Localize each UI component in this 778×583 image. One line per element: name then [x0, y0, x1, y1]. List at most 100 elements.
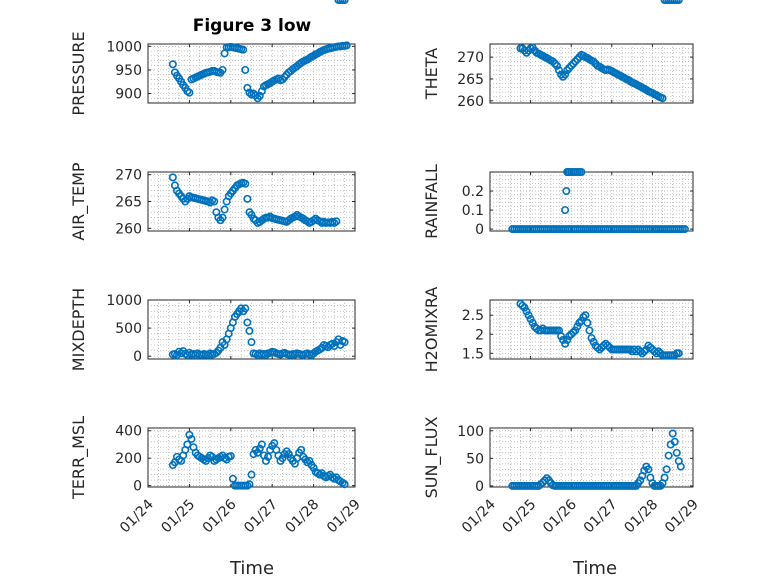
y-tick-label: 50 — [466, 451, 484, 467]
axes-rainfall — [489, 171, 694, 232]
data-point — [228, 474, 237, 483]
data-point — [658, 94, 667, 103]
data-point — [662, 465, 671, 474]
data-point — [561, 206, 570, 215]
y-axis-label-terr_msl: TERR_MSL — [69, 416, 89, 500]
subplot-rainfall: 0 0.1 0.2 RAINFALL — [422, 164, 694, 239]
data-point — [185, 430, 194, 439]
axes-air_temp — [147, 171, 356, 232]
y-tick-label: 100 — [457, 424, 484, 440]
data-point — [676, 462, 685, 471]
y-tick-label: 265 — [457, 72, 484, 88]
x-axis-label-left: Time — [229, 558, 274, 579]
data-point — [342, 41, 351, 50]
data-point — [340, 480, 349, 489]
y-tick-label: 1000 — [106, 293, 142, 309]
y-axis-label-rainfall: RAINFALL — [422, 164, 441, 239]
data-point — [518, 301, 527, 310]
data-point — [668, 429, 677, 438]
data-point — [581, 311, 590, 320]
data-point — [579, 313, 588, 322]
data-point — [249, 450, 258, 459]
data-point — [573, 55, 582, 64]
data-point — [565, 64, 574, 73]
data-point — [585, 326, 594, 335]
data-point — [185, 88, 194, 97]
data-point — [297, 445, 306, 454]
data-point — [210, 197, 219, 206]
data-point — [226, 452, 235, 461]
subplot-h2omixra: 1.5 2 2.5 H2OMIXRA — [422, 287, 694, 372]
data-point — [542, 474, 551, 483]
y-tick-label: 2.5 — [462, 308, 484, 324]
x-axis-label-right: Time — [572, 558, 617, 579]
data-point — [644, 465, 653, 474]
y-tick-label: 0 — [133, 479, 142, 495]
y-tick-label: 2 — [475, 327, 484, 343]
data-point — [550, 59, 559, 68]
data-point — [577, 168, 586, 177]
subplot-pressure: 900 950 1000 PRESSURE — [69, 31, 356, 116]
axes-sun_flux — [489, 427, 694, 488]
data-point — [168, 60, 177, 69]
figure-title: Figure 3 low — [193, 16, 312, 36]
data-point — [305, 456, 314, 465]
y-tick-label: 0 — [133, 349, 142, 365]
data-point — [552, 61, 561, 70]
data-point — [589, 57, 598, 66]
data-point — [674, 349, 683, 358]
data-point — [220, 205, 229, 214]
data-point — [247, 470, 256, 479]
y-tick-label: 500 — [115, 321, 142, 337]
y-tick-label: 0.2 — [462, 184, 484, 200]
data-point — [583, 318, 592, 327]
data-point — [567, 61, 576, 70]
data-point — [243, 318, 252, 327]
data-point — [548, 57, 557, 66]
data-point — [241, 304, 250, 313]
data-point — [239, 45, 248, 54]
subplot-mixdepth: 0 500 1000 MIXDEPTH — [69, 288, 356, 371]
y-axis-label-theta: THETA — [422, 48, 441, 100]
data-point — [206, 198, 215, 207]
y-tick-label: 950 — [115, 63, 142, 79]
data-point — [261, 456, 270, 465]
y-tick-label: 0 — [475, 479, 484, 495]
data-point — [563, 66, 572, 75]
data-point — [680, 225, 689, 234]
data-point — [660, 473, 669, 482]
data-point — [332, 217, 341, 226]
data-point — [168, 173, 177, 182]
data-point — [284, 450, 293, 459]
subplot-air_temp: 260 265 270 AIR_TEMP — [69, 0, 356, 241]
y-tick-label: 400 — [115, 424, 142, 440]
data-point — [257, 440, 266, 449]
data-point — [253, 448, 262, 457]
y-tick-label: 260 — [115, 221, 142, 237]
data-point — [562, 187, 571, 196]
data-point — [264, 452, 273, 461]
data-point — [575, 318, 584, 327]
data-point — [218, 65, 227, 74]
data-point — [241, 65, 250, 74]
data-point — [245, 88, 254, 97]
y-axis-label-air_temp: AIR_TEMP — [69, 162, 89, 240]
y-tick-label: 200 — [115, 451, 142, 467]
y-axis-label-mixdepth: MIXDEPTH — [69, 288, 88, 371]
y-tick-label: 1000 — [106, 39, 142, 55]
data-point — [670, 351, 679, 360]
data-point — [561, 70, 570, 79]
data-point — [187, 434, 196, 443]
y-tick-label: 900 — [115, 87, 142, 103]
data-point — [245, 480, 254, 489]
y-tick-label: 0 — [475, 222, 484, 238]
data-point — [640, 466, 649, 475]
data-point — [636, 476, 645, 485]
data-point — [664, 451, 673, 460]
data-point — [672, 448, 681, 457]
data-point — [278, 454, 287, 463]
data-point — [183, 440, 192, 449]
data-point — [555, 66, 564, 75]
subplot-theta: 260 265 270 THETA — [422, 0, 694, 110]
y-tick-label: 270 — [115, 168, 142, 184]
